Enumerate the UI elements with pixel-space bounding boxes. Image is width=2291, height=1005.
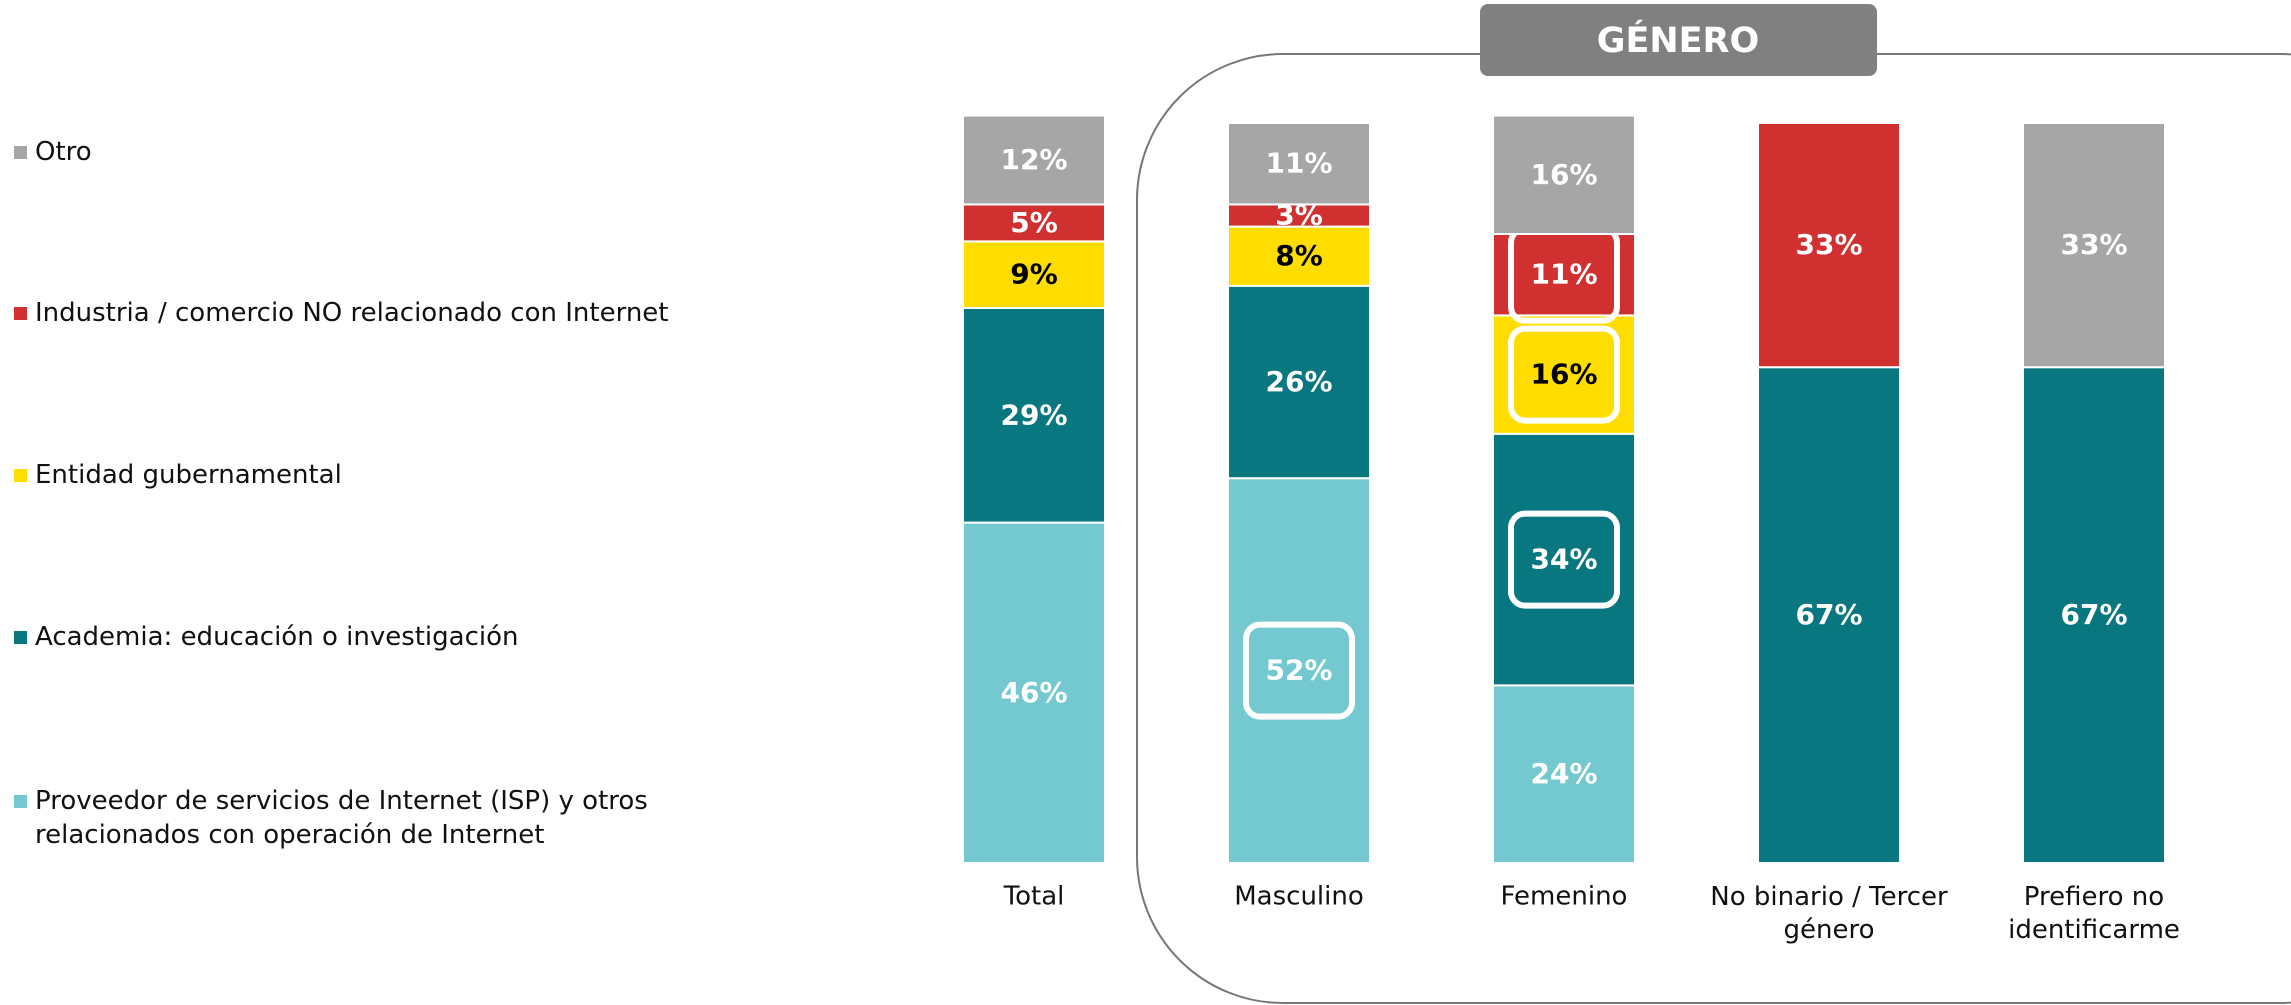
- legend-item: Otro: [14, 135, 714, 169]
- legend-label: Industria / comercio NO relacionado con …: [35, 298, 669, 328]
- bar-segment: [1492, 432, 1636, 687]
- bar-segment: [2022, 122, 2166, 369]
- legend-swatch: [14, 146, 27, 159]
- legend-label: Proveedor de servicios de Internet (ISP)…: [35, 786, 648, 850]
- data-label: 52%: [1265, 654, 1332, 687]
- bar-segment: [1227, 284, 1371, 480]
- bar-segment: [962, 307, 1106, 524]
- data-label: 9%: [1010, 258, 1058, 291]
- legend-swatch: [14, 307, 27, 320]
- x-tick-label: No binario / Tercer género: [1710, 882, 1948, 945]
- data-label: 33%: [2060, 228, 2127, 261]
- data-label: 46%: [1000, 676, 1067, 709]
- data-label: 8%: [1275, 239, 1323, 272]
- legend-label: Entidad gubernamental: [35, 460, 342, 490]
- bar-segment: [1227, 225, 1371, 287]
- legend-item: Industria / comercio NO relacionado con …: [14, 296, 714, 330]
- data-label: 12%: [1000, 143, 1067, 176]
- data-label: 67%: [1795, 598, 1862, 631]
- data-label: 5%: [1010, 206, 1058, 239]
- data-label: 29%: [1000, 398, 1067, 431]
- highlight-box: [1243, 621, 1355, 720]
- group-label: GÉNERO: [1597, 19, 1760, 61]
- x-tick-label: Masculino: [1234, 882, 1364, 912]
- x-tick-label: Prefiero no identificarme: [2008, 882, 2180, 945]
- data-label: 11%: [1265, 147, 1332, 180]
- legend-item: Proveedor de servicios de Internet (ISP)…: [14, 784, 714, 852]
- data-label: 11%: [1530, 258, 1597, 291]
- x-tick-label: Femenino: [1501, 882, 1628, 912]
- data-label: 16%: [1530, 158, 1597, 191]
- legend-item: Entidad gubernamental: [14, 458, 714, 492]
- bar-segment: [962, 521, 1106, 864]
- highlight-box: [1508, 510, 1620, 609]
- legend-label: Otro: [35, 137, 92, 167]
- legend-label: Academia: educación o investigación: [35, 622, 519, 652]
- bar-segment: [1757, 122, 1901, 369]
- bar-segment: [1492, 684, 1636, 865]
- bar-segment: [962, 114, 1106, 206]
- x-tick-label: Total: [1003, 882, 1065, 912]
- bar-segment: [2022, 366, 2166, 864]
- legend-item: Academia: educación o investigación: [14, 620, 714, 654]
- data-label: 24%: [1530, 757, 1597, 790]
- data-label: 26%: [1265, 365, 1332, 398]
- legend-swatch: [14, 469, 27, 482]
- group-header: [1480, 4, 1877, 76]
- bar-segment: [962, 203, 1106, 243]
- data-label: 16%: [1530, 358, 1597, 391]
- bar-segment: [1227, 477, 1371, 864]
- legend-swatch: [14, 795, 27, 808]
- data-label: 33%: [1795, 228, 1862, 261]
- legend-swatch: [14, 631, 27, 644]
- bar-segment: [1492, 114, 1636, 235]
- highlight-box: [1508, 325, 1620, 424]
- bar-segment: [1227, 122, 1371, 206]
- bar-segment: [962, 240, 1106, 309]
- data-label: 34%: [1530, 543, 1597, 576]
- data-label: 67%: [2060, 598, 2127, 631]
